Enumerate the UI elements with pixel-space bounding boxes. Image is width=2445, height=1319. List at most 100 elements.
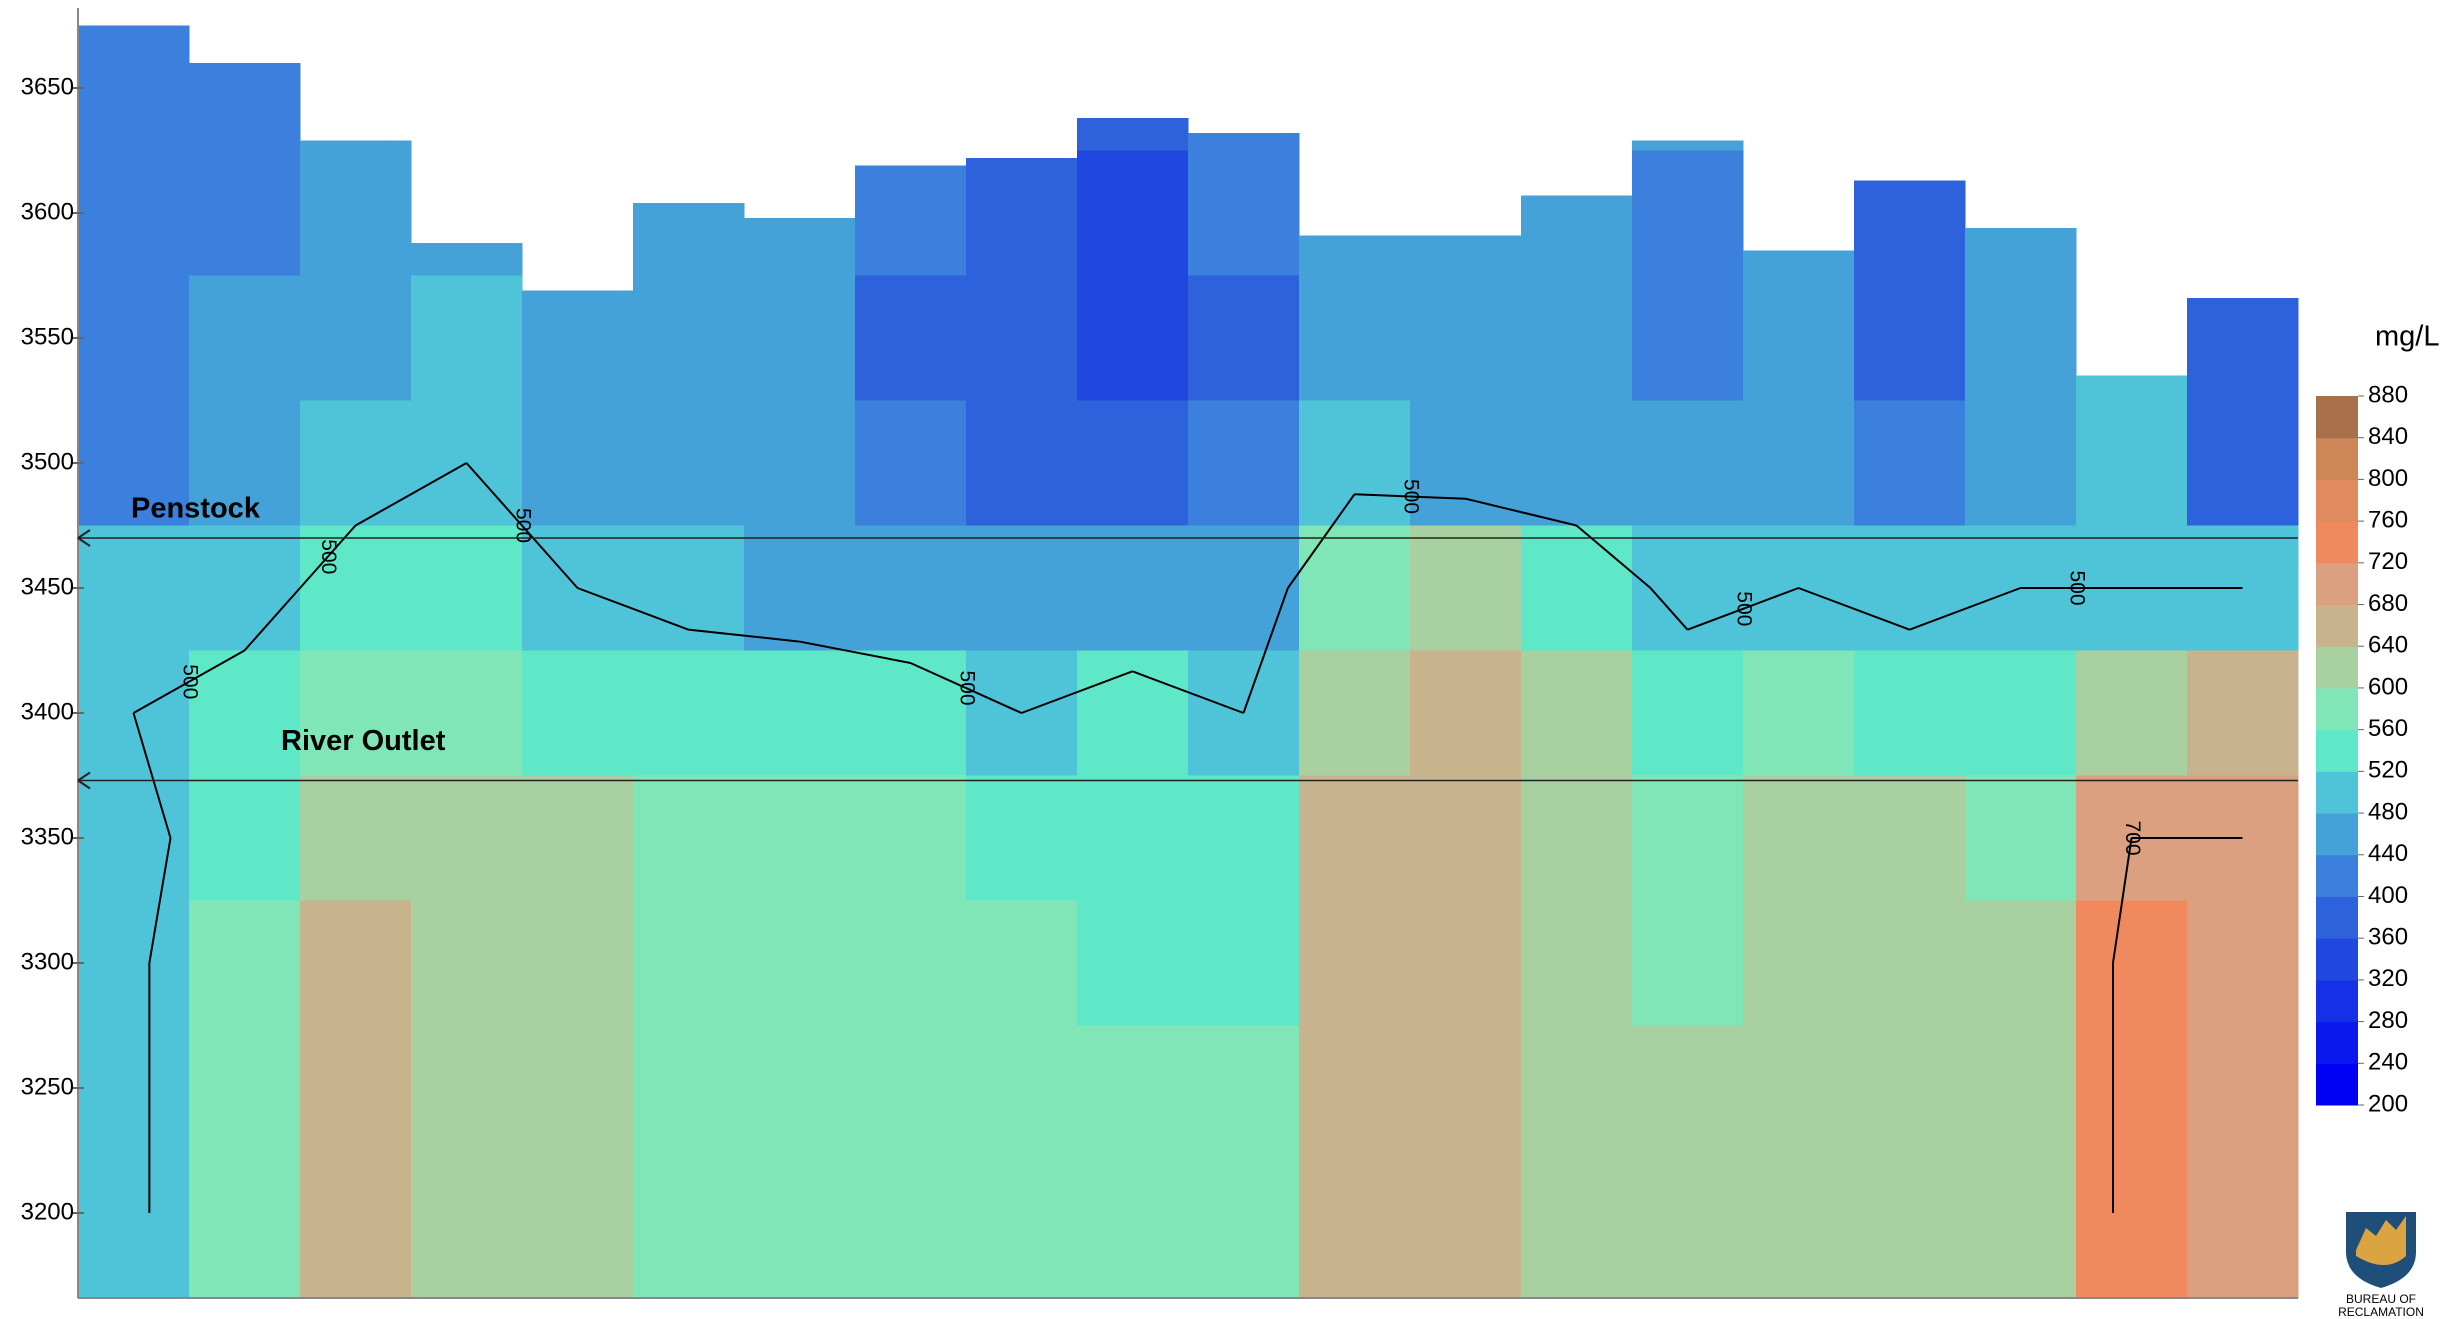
contour-label: 500 bbox=[2065, 570, 2088, 605]
colorbar-tick-label: 720 bbox=[2368, 548, 2408, 575]
contour-line bbox=[1021, 670, 1133, 714]
cell bbox=[1077, 775, 1189, 901]
cell bbox=[1632, 150, 1744, 276]
cell bbox=[1299, 1150, 1411, 1299]
colorbar-band bbox=[2316, 437, 2358, 480]
cell bbox=[1632, 1150, 1744, 1299]
cell bbox=[189, 400, 301, 526]
contour-line bbox=[1354, 493, 1466, 500]
cell bbox=[966, 400, 1078, 526]
cell bbox=[411, 900, 523, 1026]
cell bbox=[411, 650, 523, 776]
colorbar-band bbox=[2316, 396, 2358, 439]
cell bbox=[1854, 525, 1966, 651]
cell bbox=[1188, 900, 1300, 1026]
colorbar-band bbox=[2316, 562, 2358, 606]
cell bbox=[1854, 650, 1966, 776]
cell bbox=[78, 1150, 190, 1299]
cell bbox=[1188, 400, 1300, 526]
contour-label: 500 bbox=[317, 539, 340, 574]
cell bbox=[2076, 1150, 2188, 1299]
cell bbox=[300, 775, 412, 901]
cell bbox=[78, 400, 190, 526]
cell bbox=[1521, 650, 1633, 776]
cell bbox=[1521, 900, 1633, 1026]
cell bbox=[2187, 900, 2299, 1026]
contour-line bbox=[1798, 587, 1910, 631]
cell bbox=[1299, 400, 1411, 526]
cell bbox=[1410, 235, 1522, 276]
cell bbox=[300, 900, 412, 1026]
cell bbox=[1077, 1150, 1189, 1299]
cell bbox=[633, 775, 745, 901]
cell bbox=[1521, 400, 1633, 526]
contour-line bbox=[1649, 587, 1689, 631]
cell bbox=[78, 1025, 190, 1151]
cell bbox=[1188, 775, 1300, 901]
cell bbox=[966, 525, 1078, 651]
cell bbox=[855, 275, 967, 401]
contour-line bbox=[355, 462, 467, 527]
colorbar-tick-label: 480 bbox=[2368, 798, 2408, 825]
outlet-label: Penstock bbox=[131, 493, 261, 525]
cell bbox=[744, 1025, 856, 1151]
contour-line bbox=[1575, 524, 1652, 589]
cell bbox=[855, 400, 967, 526]
y-tick-label: 3350 bbox=[21, 823, 74, 850]
colorbar-band bbox=[2316, 938, 2358, 981]
cell bbox=[1299, 650, 1411, 776]
cell bbox=[1743, 1150, 1855, 1299]
cell bbox=[522, 900, 634, 1026]
cell bbox=[1188, 1150, 1300, 1299]
cell bbox=[1410, 525, 1522, 651]
cell bbox=[1854, 1025, 1966, 1151]
colorbar-band bbox=[2316, 479, 2358, 522]
cell bbox=[855, 775, 967, 901]
cell bbox=[411, 1025, 523, 1151]
cell bbox=[1854, 1150, 1966, 1299]
cell bbox=[1410, 400, 1522, 526]
cell bbox=[189, 525, 301, 651]
colorbar-tick-label: 640 bbox=[2368, 632, 2408, 659]
cell bbox=[1077, 650, 1189, 776]
cell bbox=[744, 900, 856, 1026]
colorbar-tick-label: 280 bbox=[2368, 1007, 2408, 1034]
cell bbox=[78, 525, 190, 651]
cell bbox=[2187, 1150, 2299, 1299]
contour-line bbox=[133, 649, 245, 714]
cell bbox=[1854, 400, 1966, 526]
cell bbox=[966, 1150, 1078, 1299]
y-tick-label: 3400 bbox=[21, 698, 74, 725]
cell bbox=[189, 63, 301, 151]
cell bbox=[2076, 900, 2188, 1026]
cell bbox=[411, 275, 523, 401]
cell bbox=[78, 25, 190, 151]
contour-line bbox=[2112, 837, 2133, 964]
contour-field bbox=[78, 25, 2299, 1299]
colorbar-band bbox=[2316, 771, 2358, 814]
cell bbox=[1077, 1025, 1189, 1151]
cell bbox=[966, 275, 1078, 401]
cell bbox=[1965, 228, 2077, 276]
y-tick-label: 3650 bbox=[21, 73, 74, 100]
cell bbox=[966, 158, 1078, 276]
cell bbox=[300, 150, 412, 276]
y-tick-label: 3200 bbox=[21, 1198, 74, 1225]
cell bbox=[300, 1150, 412, 1299]
cell bbox=[1632, 1025, 1744, 1151]
cell bbox=[189, 650, 301, 776]
cell bbox=[1521, 775, 1633, 901]
contour-label: 500 bbox=[1732, 591, 1755, 626]
cell bbox=[966, 900, 1078, 1026]
colorbar-band bbox=[2316, 1021, 2358, 1064]
cell bbox=[855, 1150, 967, 1299]
cell bbox=[300, 275, 412, 401]
cell bbox=[1188, 133, 1300, 151]
cell bbox=[522, 775, 634, 901]
cell bbox=[1299, 525, 1411, 651]
cell bbox=[1188, 1025, 1300, 1151]
cell bbox=[1077, 275, 1189, 401]
cell bbox=[522, 650, 634, 776]
contour-line bbox=[688, 628, 800, 643]
